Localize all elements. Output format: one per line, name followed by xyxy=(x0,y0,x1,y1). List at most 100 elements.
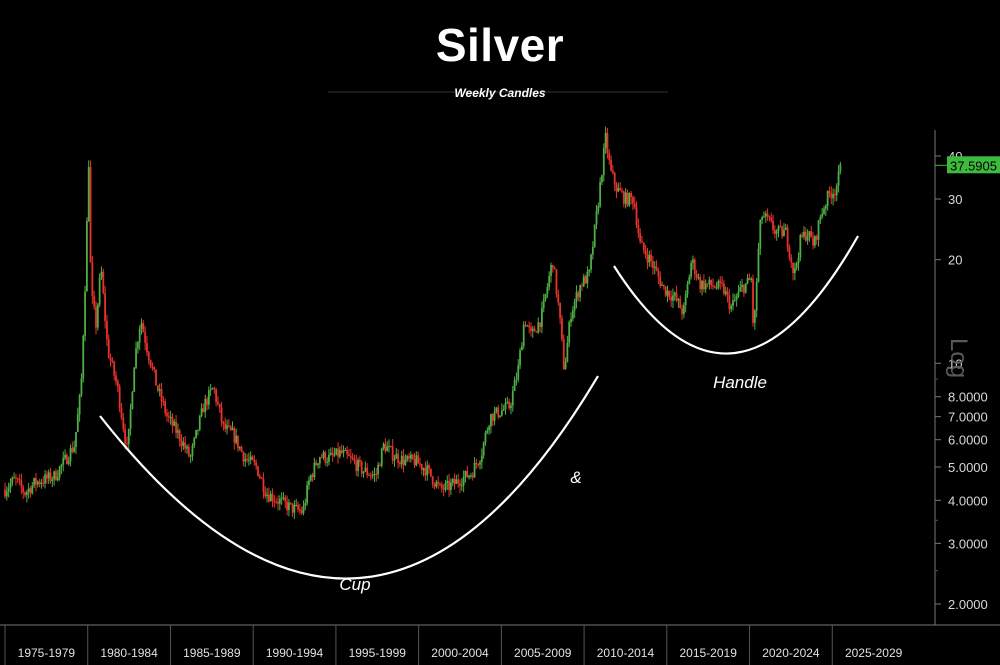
candle-body xyxy=(486,430,489,433)
candle-body xyxy=(340,450,343,453)
candle-body xyxy=(688,276,691,285)
candle-body xyxy=(440,484,443,489)
candle-body xyxy=(644,250,647,256)
last-price-tag xyxy=(947,156,1000,174)
candle-body xyxy=(353,458,356,462)
candle-body xyxy=(229,426,232,430)
candle-body xyxy=(459,483,461,486)
candle-body xyxy=(111,360,114,362)
candle-body xyxy=(222,421,225,424)
candle-body xyxy=(673,292,676,296)
candle-body xyxy=(133,367,136,393)
candle-body xyxy=(710,279,713,286)
candle-body xyxy=(20,480,23,488)
candle-body xyxy=(810,231,813,238)
candle-body xyxy=(227,425,230,427)
candle-body xyxy=(817,220,820,240)
candle-body xyxy=(557,294,560,303)
candle-body xyxy=(531,328,534,331)
candle-body xyxy=(360,461,363,474)
candle-body xyxy=(289,502,292,504)
candle-body xyxy=(431,476,434,485)
candle-body xyxy=(792,262,794,274)
candle-body xyxy=(619,188,622,191)
candle-body xyxy=(7,488,10,492)
candle-body xyxy=(18,479,21,481)
candle-body xyxy=(29,488,32,494)
candle-body xyxy=(635,207,638,226)
candle-body xyxy=(377,464,379,475)
candle-body xyxy=(646,255,649,263)
candle-body xyxy=(169,417,172,419)
candle-body xyxy=(118,386,121,409)
candle-body xyxy=(329,452,332,455)
candle-body xyxy=(413,458,416,466)
candle-body xyxy=(752,278,754,323)
candle-body xyxy=(82,335,85,379)
x-tick-label: 1995-1999 xyxy=(349,646,407,660)
candle-body xyxy=(537,322,540,333)
y-tick-label: 20 xyxy=(948,253,962,268)
candle-body xyxy=(591,246,594,255)
candle-body xyxy=(464,470,467,477)
candle-body xyxy=(269,493,272,502)
candle-body xyxy=(615,184,618,192)
x-tick-label: 1975-1979 xyxy=(18,646,76,660)
candle-body xyxy=(298,509,301,511)
candle-body xyxy=(129,408,132,429)
candle-body xyxy=(788,247,791,258)
candle-body xyxy=(723,283,725,294)
candle-body xyxy=(602,148,605,176)
y-tick-label: 5.0000 xyxy=(948,460,988,475)
candle-body xyxy=(491,413,494,421)
candle-body xyxy=(670,297,673,301)
candle-body xyxy=(308,480,310,486)
candle-body xyxy=(468,475,470,478)
candle-body xyxy=(388,445,390,447)
candle-body xyxy=(178,430,181,441)
candle-body xyxy=(446,480,449,484)
candle-body xyxy=(417,455,420,464)
x-tick-label: 2010-2014 xyxy=(597,646,655,660)
candle-body xyxy=(140,323,143,329)
candle-body xyxy=(686,284,689,295)
candle-body xyxy=(668,290,671,298)
candle-body xyxy=(153,367,156,370)
candle-body xyxy=(364,467,367,472)
candle-body xyxy=(95,306,97,328)
candle-body xyxy=(397,453,400,463)
candle-body xyxy=(206,399,208,405)
candle-body xyxy=(187,446,190,457)
candle-body xyxy=(76,414,79,433)
candle-body xyxy=(519,350,521,366)
candle-body xyxy=(324,452,327,463)
candle-body xyxy=(500,410,503,416)
candle-body xyxy=(389,445,392,447)
candle-body xyxy=(24,492,26,496)
candle-body xyxy=(797,257,800,264)
candle-body xyxy=(233,428,236,443)
candle-body xyxy=(226,425,228,430)
candle-body xyxy=(302,506,305,514)
candle-body xyxy=(682,304,685,315)
candle-body xyxy=(741,285,743,287)
x-axis: 1975-1979 1980-1984 1985-1989 1990-1994 1995… xyxy=(0,624,1000,665)
candle-body xyxy=(44,474,46,484)
candle-body xyxy=(147,352,150,361)
candle-body xyxy=(304,503,307,507)
candle-body xyxy=(515,379,518,381)
candle-body xyxy=(257,466,259,477)
candle-body xyxy=(428,465,430,469)
candle-body xyxy=(311,475,314,478)
candle-body xyxy=(601,175,603,182)
candle-body xyxy=(721,282,723,284)
y-tick-label: 7.0000 xyxy=(948,410,988,425)
candle-body xyxy=(470,475,472,477)
candle-body xyxy=(300,510,303,514)
candle-body xyxy=(641,241,643,243)
candle-body xyxy=(127,428,130,444)
candle-body xyxy=(541,308,543,327)
candle-body xyxy=(588,269,591,272)
candle-body xyxy=(278,499,281,504)
candle-body xyxy=(386,446,389,452)
